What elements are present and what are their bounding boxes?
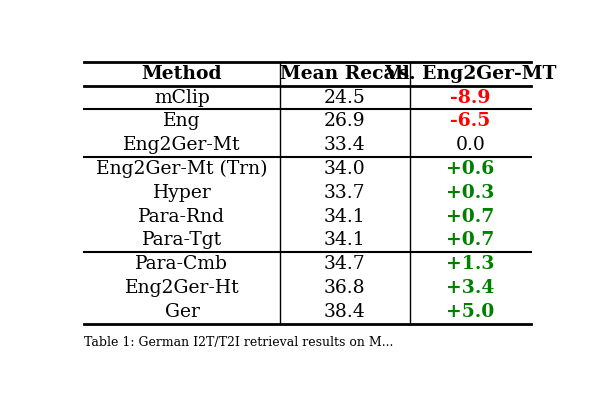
Text: Mean Recall: Mean Recall: [280, 65, 410, 83]
Text: mClip: mClip: [154, 88, 210, 106]
Text: 34.1: 34.1: [324, 208, 365, 226]
Text: +0.7: +0.7: [446, 208, 494, 226]
Text: 33.7: 33.7: [324, 184, 365, 202]
Text: +1.3: +1.3: [446, 255, 494, 273]
Text: Eng2Ger-Mt (Trn): Eng2Ger-Mt (Trn): [96, 160, 268, 178]
Text: Hyper: Hyper: [152, 184, 211, 202]
Text: -6.5: -6.5: [450, 112, 490, 130]
Text: 34.1: 34.1: [324, 231, 365, 249]
Text: Method: Method: [142, 65, 222, 83]
Text: Ger: Ger: [164, 303, 199, 321]
Text: 33.4: 33.4: [324, 136, 365, 154]
Text: 36.8: 36.8: [324, 279, 365, 297]
Text: 34.0: 34.0: [324, 160, 365, 178]
Text: 34.7: 34.7: [324, 255, 365, 273]
Text: +0.7: +0.7: [446, 231, 494, 249]
Text: +0.6: +0.6: [446, 160, 494, 178]
Text: +0.3: +0.3: [446, 184, 494, 202]
Text: 26.9: 26.9: [324, 112, 365, 130]
Text: Para-Tgt: Para-Tgt: [142, 231, 222, 249]
Text: Vs. Eng2Ger-MT: Vs. Eng2Ger-MT: [384, 65, 557, 83]
Text: 38.4: 38.4: [324, 303, 365, 321]
Text: Eng2Ger-Mt: Eng2Ger-Mt: [123, 136, 241, 154]
Text: +5.0: +5.0: [446, 303, 494, 321]
Text: Table 1: German I2T/T2I retrieval results on M...: Table 1: German I2T/T2I retrieval result…: [84, 336, 394, 349]
Text: Eng2Ger-Ht: Eng2Ger-Ht: [125, 279, 239, 297]
Text: Para-Rnd: Para-Rnd: [139, 208, 226, 226]
Text: +3.4: +3.4: [446, 279, 494, 297]
Text: Eng: Eng: [163, 112, 200, 130]
Text: -8.9: -8.9: [450, 88, 490, 106]
Text: Para-Cmb: Para-Cmb: [136, 255, 229, 273]
Text: 24.5: 24.5: [324, 88, 365, 106]
Text: 0.0: 0.0: [455, 136, 485, 154]
